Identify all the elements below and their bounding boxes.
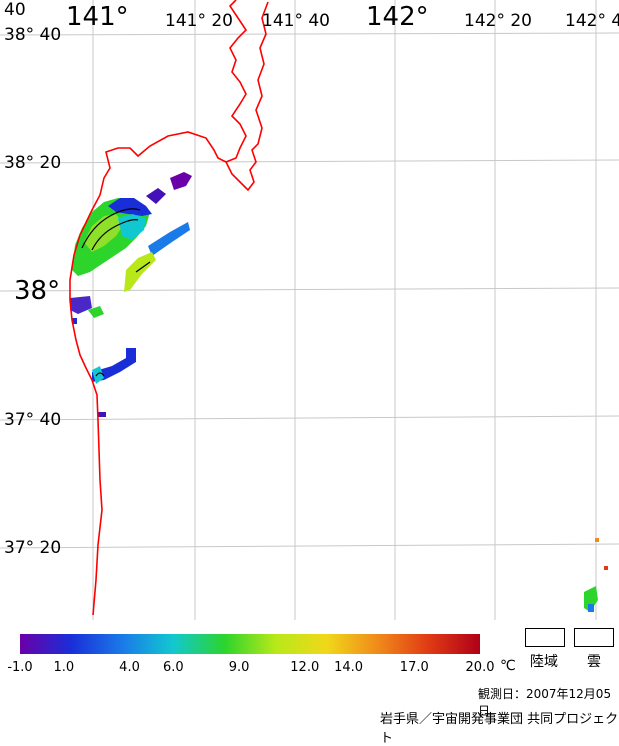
lat-label: 37° 20 bbox=[4, 538, 62, 558]
colorbar-tick-label: 1.0 bbox=[53, 660, 75, 675]
sst-patch-dot-orange-2 bbox=[604, 566, 608, 570]
sst-patch-teal bbox=[118, 214, 146, 240]
sst-patch-purple-1 bbox=[170, 172, 192, 190]
sst-patch-purple-2 bbox=[146, 188, 166, 204]
temperature-unit: ℃ bbox=[500, 658, 516, 674]
observation-date: 観測日：2007年12月05日 bbox=[478, 687, 612, 718]
sst-patch-dot-1 bbox=[98, 412, 106, 417]
colorbar-tick-label: 14.0 bbox=[334, 660, 364, 675]
sst-patch-south-3 bbox=[92, 348, 136, 382]
map-canvas bbox=[0, 0, 619, 620]
sst-patch-south-2 bbox=[88, 306, 104, 318]
lon-label: 141° bbox=[66, 2, 129, 32]
isotherm-contours bbox=[81, 208, 151, 377]
lat-label: 38° bbox=[14, 276, 61, 306]
sst-patch-blue-band bbox=[148, 222, 190, 256]
sst-patch-south-4 bbox=[92, 366, 104, 384]
sst-data-layer bbox=[70, 172, 608, 612]
colorbar-tick-label: 17.0 bbox=[399, 660, 429, 675]
sst-patch-green-strip bbox=[124, 252, 156, 292]
lat-label: 38° 20 bbox=[4, 153, 62, 173]
colorbar-tick-label: 9.0 bbox=[228, 660, 250, 675]
lon-label: 141° 40 bbox=[262, 11, 330, 31]
lat-label: 38° 40 bbox=[4, 25, 62, 45]
colorbar-tick-label: -1.0 bbox=[7, 660, 33, 675]
land-label: 陸域 bbox=[530, 654, 558, 670]
lon-label: 142° bbox=[366, 2, 429, 32]
sst-patch-dot-orange-1 bbox=[595, 538, 599, 542]
sst-patch-warm bbox=[84, 214, 124, 252]
project-credit: 岩手県／宇宙開発事業団 共同プロジェクト bbox=[380, 712, 619, 746]
lon-label: 141° 20 bbox=[165, 11, 233, 31]
coastline-bay bbox=[225, 1, 269, 192]
lon-label: 142° 4 bbox=[565, 13, 619, 30]
cloud-label: 雲 bbox=[587, 654, 601, 670]
colorbar-tick-label: 6.0 bbox=[162, 660, 184, 675]
sst-patch-far-se bbox=[584, 586, 598, 612]
temperature-colorbar bbox=[20, 634, 480, 654]
lat-label-extra: 40 bbox=[4, 0, 26, 20]
colorbar-tick-label: 4.0 bbox=[119, 660, 140, 675]
land-swatch bbox=[525, 628, 565, 647]
colorbar-tick-label: 20.0 bbox=[465, 660, 495, 675]
coastline bbox=[69, 0, 248, 616]
grid-lines bbox=[0, 0, 619, 620]
sst-patch-dot-2 bbox=[72, 318, 77, 324]
sst-patch-far-se-blue bbox=[588, 604, 594, 612]
cloud-swatch bbox=[574, 628, 614, 647]
colorbar-tick-label: 12.0 bbox=[290, 660, 320, 675]
lon-label: 142° 20 bbox=[464, 11, 532, 31]
lat-label: 37° 40 bbox=[4, 410, 62, 430]
sst-patch-south-1 bbox=[70, 296, 92, 314]
